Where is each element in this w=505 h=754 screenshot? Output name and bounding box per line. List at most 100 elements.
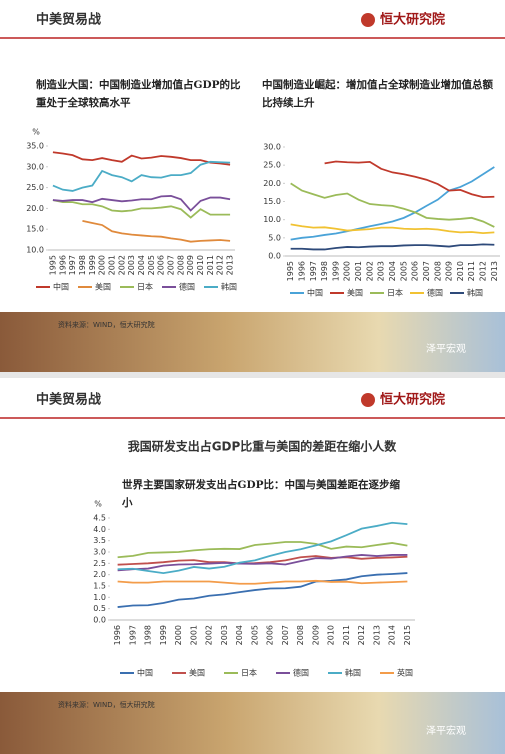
x-tick-label: 2015 <box>403 625 412 645</box>
y-tick-label: 3.0 <box>93 548 106 557</box>
x-tick-label: 2003 <box>127 255 136 275</box>
x-tick-label: 2010 <box>327 625 336 645</box>
y-tick-label: 5.0 <box>268 233 281 242</box>
x-tick-label: 1999 <box>331 261 340 281</box>
y-tick-label: 15.0 <box>263 197 281 206</box>
y-tick-label: 3.5 <box>93 536 106 545</box>
x-tick-label: 2009 <box>445 261 454 281</box>
y-tick-label: 35.0 <box>26 142 44 151</box>
series-line <box>117 572 408 608</box>
x-tick-label: 1996 <box>58 255 67 275</box>
x-tick-label: 2002 <box>205 625 214 645</box>
legend-label: 韩国 <box>345 668 361 678</box>
x-tick-label: 2011 <box>206 255 215 275</box>
x-tick-label: 1997 <box>68 255 77 275</box>
series-line <box>324 160 495 199</box>
x-tick-label: 2010 <box>196 255 205 275</box>
y-tick-label: 0.0 <box>93 616 106 625</box>
chart-title: 世界主要国家研发支出占GDP比：中国与美国差距在逐步缩小 <box>122 479 400 509</box>
logo: 恒大研究院 <box>380 392 445 408</box>
y-tick-label: 25.0 <box>26 183 44 192</box>
x-tick-label: 1998 <box>320 261 329 281</box>
headline: 我国研发支出占GDP比重与美国的差距在缩小人数 <box>128 439 398 454</box>
header: 中美贸易战 <box>36 392 101 408</box>
x-tick-label: 1995 <box>286 261 295 281</box>
x-tick-label: 2006 <box>157 255 166 275</box>
x-tick-label: 2007 <box>167 255 176 275</box>
legend-label: 德国 <box>179 282 195 292</box>
x-tick-label: 2005 <box>250 625 259 645</box>
series-line <box>52 160 231 192</box>
legend-label: 中国 <box>53 282 69 292</box>
x-tick-label: 2001 <box>354 261 363 281</box>
y-tick-label: 2.5 <box>93 559 106 568</box>
series-line <box>290 243 495 251</box>
series-line <box>117 555 408 566</box>
series-line <box>117 541 408 559</box>
x-tick-label: 2008 <box>433 261 442 281</box>
legend-label: 日本 <box>137 282 153 292</box>
x-tick-label: 2012 <box>479 261 488 281</box>
x-tick-label: 1996 <box>297 261 306 281</box>
legend-label: 中国 <box>137 668 153 678</box>
x-tick-label: 2004 <box>235 625 244 645</box>
legend-label: 德国 <box>427 288 443 298</box>
legend-label: 美国 <box>347 288 363 298</box>
x-tick-label: 1998 <box>78 255 87 275</box>
x-tick-label: 2008 <box>176 255 185 275</box>
y-tick-label: 25.0 <box>263 161 281 170</box>
legend-label: 德国 <box>293 668 309 678</box>
x-tick-label: 1997 <box>128 625 137 645</box>
slide <box>0 0 505 372</box>
legend-label: 英国 <box>397 668 413 678</box>
series-line <box>52 151 231 166</box>
y-axis-label: % <box>94 500 102 509</box>
x-tick-label: 2004 <box>137 255 146 275</box>
x-tick-label: 2013 <box>372 625 381 645</box>
y-tick-label: 1.5 <box>93 582 106 591</box>
x-tick-label: 1999 <box>159 625 168 645</box>
chart-title: 制造业大国：中国制造业增加值占GDP的比重处于全球较高水平 <box>36 79 241 109</box>
x-tick-label: 1998 <box>144 625 153 645</box>
x-tick-label: 2014 <box>388 625 397 645</box>
y-tick-label: 0.0 <box>268 252 281 261</box>
x-tick-label: 2008 <box>296 625 305 645</box>
x-tick-label: 2005 <box>147 255 156 275</box>
logo-icon <box>361 13 375 27</box>
series-line <box>117 579 408 585</box>
x-tick-label: 2002 <box>117 255 126 275</box>
y-tick-label: 20.0 <box>26 204 44 213</box>
x-tick-label: 1999 <box>88 255 97 275</box>
x-tick-label: 2001 <box>107 255 116 275</box>
y-tick-label: 1.0 <box>93 593 106 602</box>
x-tick-label: 2000 <box>174 625 183 645</box>
series-line <box>290 223 495 235</box>
y-tick-label: 0.5 <box>93 604 106 613</box>
y-tick-label: 20.0 <box>263 179 281 188</box>
y-tick-label: 30.0 <box>26 162 44 171</box>
x-tick-label: 2001 <box>189 625 198 645</box>
slide-gap <box>0 372 505 378</box>
legend-label: 美国 <box>95 282 111 292</box>
y-tick-label: 4.5 <box>93 514 106 523</box>
x-tick-label: 2007 <box>422 261 431 281</box>
footer-image <box>0 312 505 372</box>
x-tick-label: 2007 <box>281 625 290 645</box>
x-tick-label: 2009 <box>186 255 195 275</box>
x-tick-label: 2013 <box>490 261 499 281</box>
legend-label: 韩国 <box>467 288 483 298</box>
x-tick-label: 2009 <box>311 625 320 645</box>
x-tick-label: 2011 <box>467 261 476 281</box>
series-line <box>290 166 495 241</box>
y-axis-label: % <box>32 128 40 137</box>
legend-label: 美国 <box>189 668 205 678</box>
legend-label: 日本 <box>387 288 403 298</box>
y-tick-label: 30.0 <box>263 143 281 152</box>
series-line <box>117 554 408 572</box>
y-tick-label: 15.0 <box>26 225 44 234</box>
logo: 恒大研究院 <box>380 12 445 28</box>
x-tick-label: 2004 <box>388 261 397 281</box>
x-tick-label: 2006 <box>411 261 420 281</box>
